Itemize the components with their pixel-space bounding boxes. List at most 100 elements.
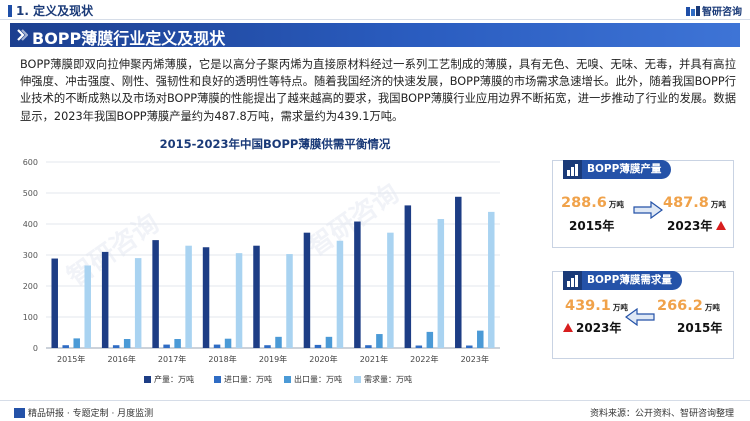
bar [264,345,271,348]
bar [404,205,412,348]
bar [224,338,232,348]
bar [365,345,372,348]
section-label: 1. 定义及现状 [16,4,94,18]
bar [134,258,142,348]
x-tick-label: 2021年 [360,354,388,364]
bar [213,344,221,348]
demand-2023-number: 439.1 [565,298,611,314]
section-title: 1. 定义及现状 [8,2,93,19]
production-card: BOPP薄膜产量 288.6 万吨 2015年 487.8 万吨 2023年 [552,160,734,248]
demand-2023-year: 2023年 [563,319,621,336]
left-arrow-icon [625,308,655,326]
legend-swatch [144,376,151,383]
bar [286,254,293,348]
x-tick-label: 2022年 [410,354,438,364]
production-2015-number: 288.6 [561,195,607,211]
page-title: BOPP薄膜行业定义及现状 [32,29,226,48]
report-icon [14,408,25,418]
x-tick-label: 2020年 [309,354,337,364]
y-tick-label: 600 [23,158,38,167]
bar [235,253,243,348]
legend-label: 需求量：万吨 [364,374,412,384]
footer-tagline-text: 精品研报 · 专题定制 · 月度监测 [28,409,154,419]
bar [415,345,423,348]
x-tick-label: 2016年 [107,354,135,364]
bar [84,265,91,348]
bar-chart-icon [563,160,582,179]
production-2023-value: 487.8 万吨 [663,195,726,211]
production-2015-unit: 万吨 [608,200,624,209]
section-mark-icon [8,5,12,17]
y-tick-label: 200 [23,282,38,291]
source-note: 资料来源：公开资料、智研咨询整理 [589,409,734,419]
legend-label: 出口量：万吨 [294,374,342,384]
bar [325,336,333,348]
bar [253,245,260,348]
bar [51,258,58,348]
y-tick-label: 500 [23,189,38,198]
y-tick-label: 100 [23,313,38,322]
bar [275,336,282,348]
logo-icon [686,6,700,16]
bar [101,251,109,348]
footer: 精品研报 · 专题定制 · 月度监测 资料来源：公开资料、智研咨询整理 [0,400,750,421]
footer-tagline: 精品研报 · 专题定制 · 月度监测 [14,406,153,419]
legend-swatch [354,376,361,383]
bar [112,345,120,348]
production-card-header: BOPP薄膜产量 [563,160,672,179]
legend-label: 进口量：万吨 [224,374,272,384]
bar [477,330,484,348]
legend-swatch [284,376,291,383]
bar [185,245,192,348]
bar [123,339,131,348]
legend-swatch [214,376,221,383]
chart-title: 2015-2023年中国BOPP薄膜供需平衡情况 [159,137,391,151]
bar [202,247,210,348]
bar [303,232,311,348]
y-tick-label: 0 [33,344,38,353]
bar [314,344,322,348]
demand-2023-value: 439.1 万吨 [565,298,628,314]
bar [174,339,181,348]
bar [387,232,394,348]
demand-2015-number: 266.2 [657,298,703,314]
bar [163,344,170,348]
bar [62,345,69,348]
bar [488,211,495,348]
chevron-icon [17,29,28,41]
right-arrow-icon [633,201,663,219]
bar [336,240,344,348]
bar [437,219,445,348]
bar [73,338,80,348]
title-banner: BOPP薄膜行业定义及现状 [10,23,740,48]
production-2023-unit: 万吨 [710,200,726,209]
production-2023-year: 2023年 [667,217,727,234]
production-2015-value: 288.6 万吨 [561,195,624,211]
x-tick-label: 2015年 [57,354,85,364]
demand-2015-year: 2015年 [677,321,723,335]
bar [376,334,383,348]
x-tick-label: 2019年 [259,354,287,364]
intro-paragraph: BOPP薄膜即双向拉伸聚丙烯薄膜，它是以高分子聚丙烯为直接原材料经过一系列工艺制… [20,58,736,123]
bar [426,331,434,348]
bar [354,221,361,348]
demand-card-header: BOPP薄膜需求量 [563,271,682,290]
demand-card: BOPP薄膜需求量 439.1 万吨 2023年 266.2 万吨 2015年 [552,271,734,359]
demand-2015-unit: 万吨 [704,303,720,312]
supply-demand-chart: 0 100 200 300 400 500 600 2015年 2016年 2017年 2018年 2… [23,158,500,384]
y-tick-label: 300 [23,251,38,260]
demand-card-title: BOPP薄膜需求量 [587,274,672,286]
bar [152,240,159,348]
production-card-title: BOPP薄膜产量 [587,163,662,175]
legend-label: 产量：万吨 [154,374,194,384]
up-arrow-icon [563,323,573,332]
demand-2015-value: 266.2 万吨 [657,298,720,314]
production-2023-number: 487.8 [663,195,709,211]
top-bar: 1. 定义及现状 智研咨询 [0,0,750,20]
bar-chart-icon [563,271,582,290]
brand-logo: 智研咨询 [686,3,742,18]
x-tick-label: 2018年 [208,354,236,364]
up-arrow-icon [716,221,727,230]
logo-text: 智研咨询 [702,7,742,18]
y-tick-label: 400 [23,220,38,229]
